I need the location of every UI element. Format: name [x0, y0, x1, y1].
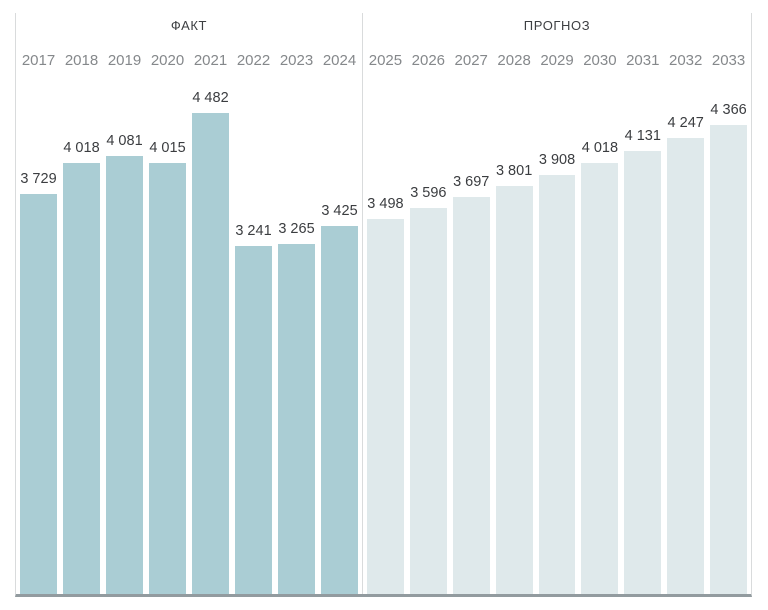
- bar: [63, 163, 100, 594]
- bar-column-2023: 2023 3 265: [278, 38, 315, 594]
- forecast-section-title: ПРОГНОЗ: [523, 18, 591, 33]
- year-label: 2031: [626, 52, 660, 69]
- forecast-section: ПРОГНОЗ 2025 3 498 2026 3 596 2027 3 697 2028 3…: [362, 13, 751, 594]
- bar: [409, 208, 447, 594]
- year-label: 2019: [107, 52, 142, 69]
- year-label: 2026: [411, 52, 446, 69]
- value-label: 3 697: [453, 174, 490, 190]
- year-label: 2028: [497, 52, 531, 69]
- value-label: 4 081: [106, 133, 143, 149]
- bar: [367, 219, 404, 594]
- bar-column-2025: 2025 3 498: [367, 38, 404, 594]
- year-label: 2032: [668, 52, 703, 69]
- bar-column-2033: 2033 4 366: [710, 38, 748, 594]
- value-label: 3 241: [235, 223, 272, 239]
- bar: [581, 163, 619, 594]
- value-label: 3 498: [367, 196, 404, 212]
- bar-column-2027: 2027 3 697: [452, 38, 490, 594]
- fact-section: ФАКТ 2017 3 729 2018 4 018 2019 4 081 2020 4 01…: [16, 13, 362, 594]
- fact-bars-row: 2017 3 729 2018 4 018 2019 4 081 2020 4 015 2021…: [16, 38, 362, 594]
- bar: [624, 151, 662, 594]
- year-label: 2017: [21, 52, 56, 69]
- year-label: 2027: [454, 52, 488, 69]
- bar: [235, 246, 272, 594]
- bar-column-2029: 2029 3 908: [538, 38, 576, 594]
- bar-column-2021: 2021 4 482: [192, 38, 229, 594]
- value-label: 4 482: [192, 90, 229, 106]
- value-label: 3 596: [410, 185, 447, 201]
- year-label: 2024: [322, 52, 357, 69]
- year-label: 2018: [64, 52, 99, 69]
- bar-column-2028: 2028 3 801: [495, 38, 533, 594]
- bar-column-2020: 2020 4 015: [149, 38, 186, 594]
- bar-column-2018: 2018 4 018: [63, 38, 100, 594]
- bar: [192, 113, 229, 594]
- bar: [321, 226, 358, 594]
- fact-section-title: ФАКТ: [170, 18, 208, 33]
- bar-column-2032: 2032 4 247: [667, 38, 705, 594]
- bar-column-2024: 2024 3 425: [321, 38, 358, 594]
- value-label: 3 265: [278, 221, 315, 237]
- year-label: 2025: [368, 52, 403, 69]
- value-label: 3 801: [495, 163, 533, 179]
- bar: [106, 156, 143, 594]
- bar: [278, 244, 315, 594]
- bar: [538, 175, 576, 594]
- year-label: 2029: [540, 52, 574, 69]
- year-label: 2020: [150, 52, 185, 69]
- value-label: 4 247: [667, 115, 704, 131]
- value-label: 3 425: [321, 203, 358, 219]
- bar: [452, 197, 490, 594]
- value-label: 4 366: [710, 102, 747, 118]
- value-label: 3 729: [20, 171, 57, 187]
- value-label: 4 018: [581, 140, 619, 156]
- bar: [20, 194, 57, 594]
- forecast-bars-row: 2025 3 498 2026 3 596 2027 3 697 2028 3 801 2029…: [363, 38, 751, 594]
- bar-column-2017: 2017 3 729: [20, 38, 57, 594]
- value-label: 4 015: [149, 140, 186, 156]
- bar: [667, 138, 705, 594]
- bar-column-2019: 2019 4 081: [106, 38, 143, 594]
- chart-plot-area: ФАКТ 2017 3 729 2018 4 018 2019 4 081 2020 4 01…: [15, 13, 752, 597]
- bar-column-2026: 2026 3 596: [409, 38, 447, 594]
- year-label: 2022: [236, 52, 271, 69]
- year-label: 2033: [711, 52, 746, 69]
- year-label: 2021: [193, 52, 228, 69]
- value-label: 3 908: [538, 152, 576, 168]
- value-label: 4 131: [624, 128, 661, 144]
- value-label: 4 018: [63, 140, 100, 156]
- year-label: 2023: [279, 52, 314, 69]
- bar: [495, 186, 533, 594]
- bar-column-2022: 2022 3 241: [235, 38, 272, 594]
- year-label: 2030: [583, 52, 617, 69]
- bar: [149, 163, 186, 594]
- bar-column-2031: 2031 4 131: [624, 38, 662, 594]
- bar: [710, 125, 748, 594]
- bar-column-2030: 2030 4 018: [581, 38, 619, 594]
